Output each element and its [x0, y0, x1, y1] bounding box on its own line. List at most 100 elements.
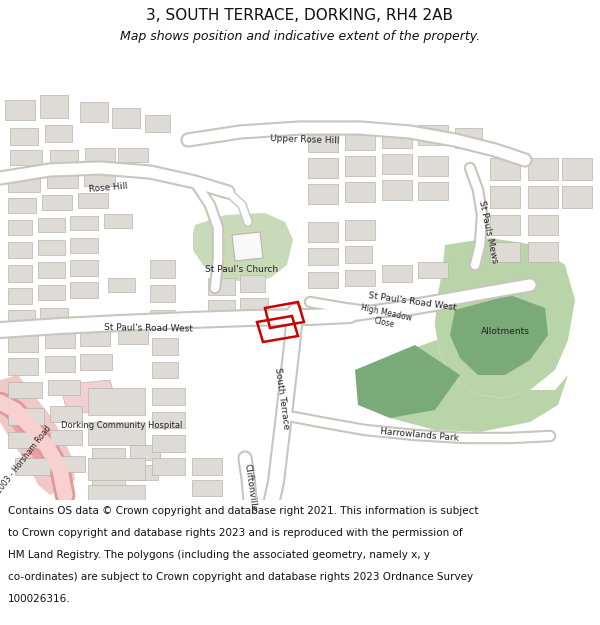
Polygon shape: [8, 242, 32, 258]
Polygon shape: [490, 158, 520, 180]
Polygon shape: [88, 388, 145, 415]
Polygon shape: [490, 186, 520, 208]
Polygon shape: [528, 215, 558, 235]
Polygon shape: [418, 182, 448, 200]
Polygon shape: [450, 295, 548, 375]
Polygon shape: [0, 375, 75, 495]
Text: Cliftonville: Cliftonville: [242, 463, 258, 512]
Polygon shape: [435, 238, 575, 398]
Polygon shape: [10, 128, 38, 145]
Polygon shape: [308, 272, 338, 288]
Polygon shape: [490, 242, 520, 262]
Polygon shape: [60, 380, 118, 415]
Polygon shape: [152, 388, 185, 405]
Text: St Paul's Church: St Paul's Church: [205, 266, 278, 274]
Polygon shape: [152, 435, 185, 452]
Polygon shape: [308, 248, 338, 265]
Polygon shape: [345, 156, 375, 176]
Text: Map shows position and indicative extent of the property.: Map shows position and indicative extent…: [120, 30, 480, 43]
Polygon shape: [490, 215, 520, 235]
Polygon shape: [345, 182, 375, 202]
Polygon shape: [88, 458, 145, 480]
Polygon shape: [8, 198, 36, 213]
Polygon shape: [80, 331, 110, 346]
Polygon shape: [193, 213, 293, 282]
Polygon shape: [8, 288, 32, 304]
Polygon shape: [8, 358, 38, 375]
Polygon shape: [152, 362, 178, 378]
Polygon shape: [70, 260, 98, 276]
Polygon shape: [308, 184, 338, 204]
Text: Dorking Community Hospital: Dorking Community Hospital: [61, 421, 182, 429]
Polygon shape: [85, 148, 115, 163]
Polygon shape: [528, 242, 558, 262]
Polygon shape: [8, 382, 42, 398]
Polygon shape: [40, 95, 68, 118]
Polygon shape: [118, 148, 148, 162]
Polygon shape: [84, 170, 115, 186]
Polygon shape: [70, 216, 98, 230]
Polygon shape: [70, 238, 98, 253]
Polygon shape: [208, 278, 235, 295]
Polygon shape: [345, 130, 375, 150]
Polygon shape: [38, 262, 65, 278]
Polygon shape: [118, 330, 148, 344]
Polygon shape: [56, 456, 85, 472]
Polygon shape: [104, 214, 132, 228]
Polygon shape: [108, 278, 135, 292]
Text: Harrowlands Park: Harrowlands Park: [380, 427, 460, 443]
Polygon shape: [112, 108, 140, 128]
Polygon shape: [8, 265, 32, 282]
Text: to Crown copyright and database rights 2023 and is reproduced with the permissio: to Crown copyright and database rights 2…: [8, 528, 463, 538]
Polygon shape: [240, 275, 265, 292]
Text: Contains OS data © Crown copyright and database right 2021. This information is : Contains OS data © Crown copyright and d…: [8, 506, 478, 516]
Polygon shape: [150, 260, 175, 278]
Polygon shape: [70, 282, 98, 298]
Text: HM Land Registry. The polygons (including the associated geometry, namely x, y: HM Land Registry. The polygons (includin…: [8, 550, 430, 560]
Polygon shape: [0, 392, 62, 478]
Polygon shape: [80, 102, 108, 122]
Polygon shape: [345, 270, 375, 286]
Polygon shape: [528, 158, 558, 180]
Polygon shape: [308, 158, 338, 178]
Polygon shape: [5, 100, 35, 120]
Polygon shape: [47, 172, 78, 188]
Polygon shape: [192, 458, 222, 475]
Text: A2003 - Horsham Road: A2003 - Horsham Road: [0, 424, 53, 499]
Text: co-ordinates) are subject to Crown copyright and database rights 2023 Ordnance S: co-ordinates) are subject to Crown copyr…: [8, 572, 473, 582]
Polygon shape: [50, 406, 82, 422]
Text: St Paul's Road West: St Paul's Road West: [367, 291, 457, 312]
Polygon shape: [308, 222, 338, 242]
Polygon shape: [152, 458, 185, 475]
Polygon shape: [8, 175, 40, 192]
Text: St Paul's Road West: St Paul's Road West: [103, 322, 193, 333]
Text: Upper Rose Hill: Upper Rose Hill: [270, 134, 340, 146]
Polygon shape: [418, 262, 448, 278]
Polygon shape: [45, 333, 75, 348]
Polygon shape: [8, 408, 44, 425]
Polygon shape: [208, 300, 235, 315]
Polygon shape: [528, 186, 558, 208]
Polygon shape: [92, 468, 125, 485]
Polygon shape: [50, 430, 82, 445]
Polygon shape: [418, 125, 448, 145]
Polygon shape: [48, 380, 80, 395]
Polygon shape: [308, 132, 338, 152]
Polygon shape: [8, 220, 32, 235]
Polygon shape: [355, 345, 460, 418]
Polygon shape: [92, 448, 125, 465]
Polygon shape: [38, 218, 65, 232]
Polygon shape: [8, 310, 35, 325]
Polygon shape: [8, 432, 44, 448]
Polygon shape: [232, 232, 263, 261]
Polygon shape: [152, 412, 185, 428]
Polygon shape: [192, 480, 222, 496]
Polygon shape: [382, 180, 412, 200]
Polygon shape: [42, 195, 72, 210]
Polygon shape: [355, 265, 568, 432]
Polygon shape: [45, 356, 75, 372]
Polygon shape: [88, 485, 145, 500]
Polygon shape: [562, 186, 592, 208]
Polygon shape: [80, 354, 112, 370]
Polygon shape: [45, 125, 72, 142]
